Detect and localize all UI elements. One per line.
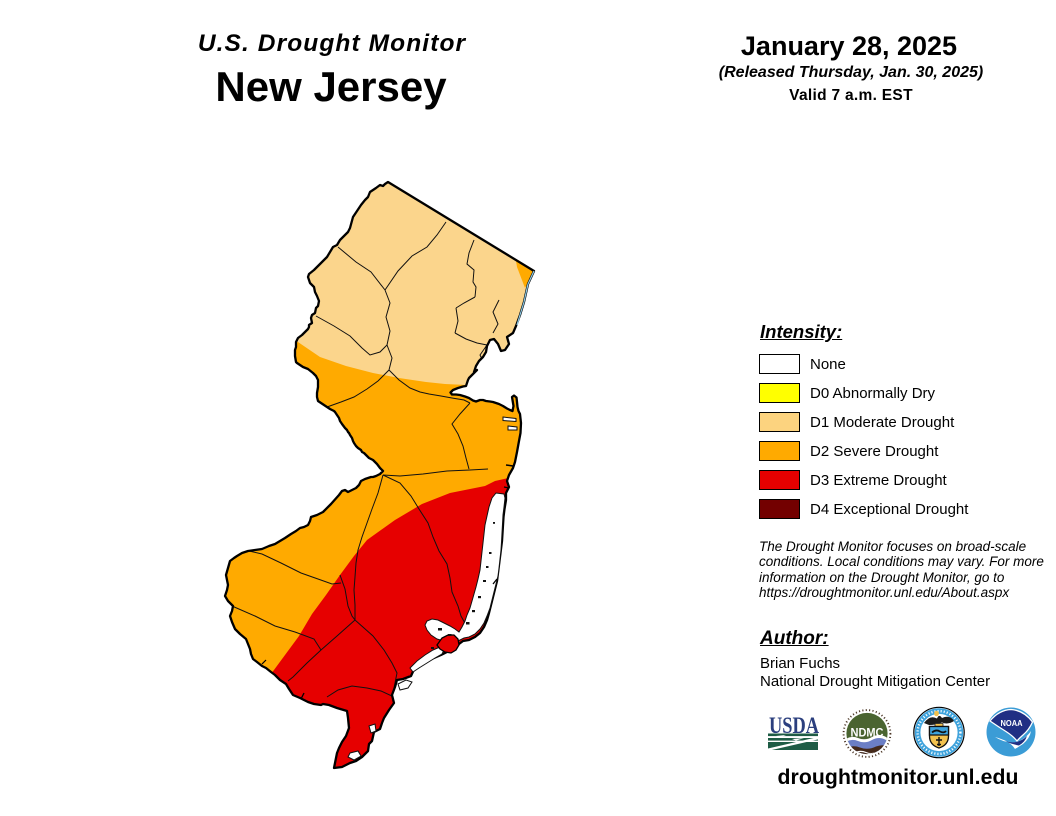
svg-text:NDMC: NDMC	[851, 726, 884, 740]
svg-text:NOAA: NOAA	[1001, 718, 1023, 728]
